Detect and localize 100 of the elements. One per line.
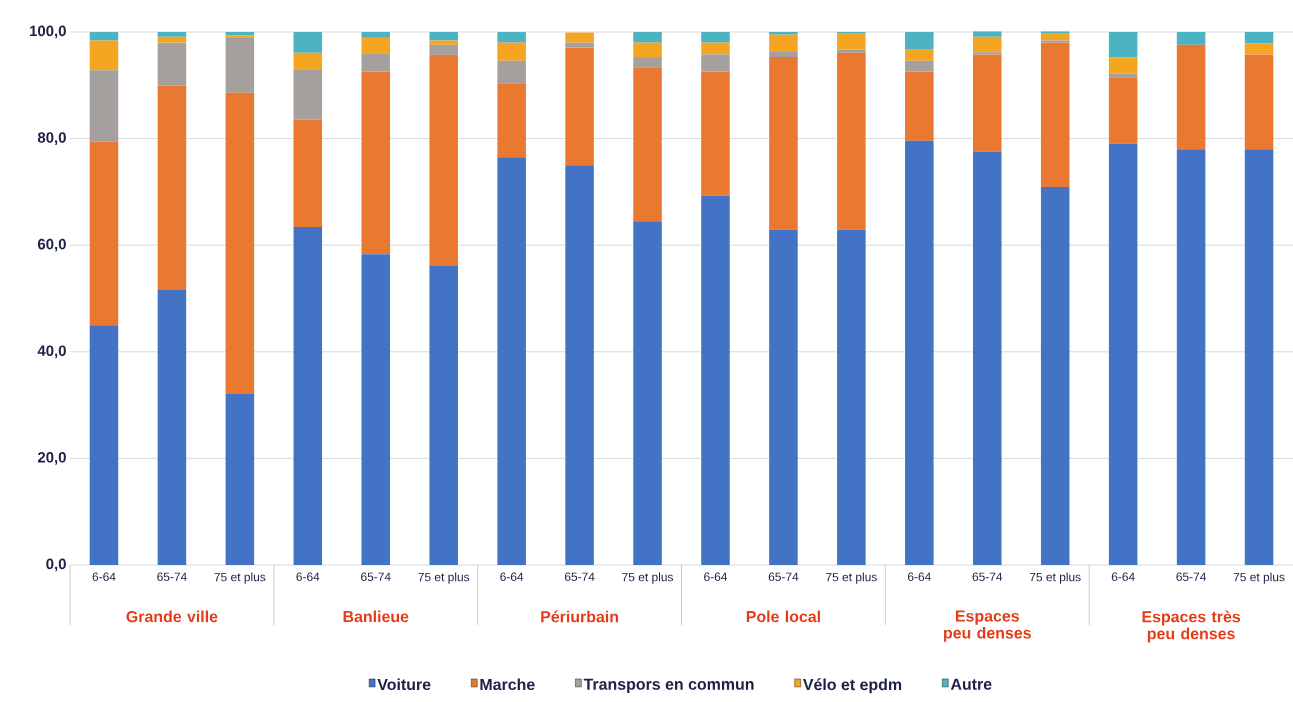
bar: [89, 141, 119, 326]
bar: [905, 49, 934, 61]
x-tick-label: 6-64: [296, 572, 320, 581]
bar: [1176, 149, 1206, 565]
y-tick-label: 0,0: [46, 558, 66, 572]
text: Espaces très peu denses: [1142, 610, 1241, 643]
bar: [225, 393, 255, 565]
bar: [769, 57, 798, 230]
x-tick-label: 6-64: [1111, 572, 1135, 581]
legend-label: Voiture: [377, 678, 431, 691]
bar: [1244, 32, 1274, 44]
x-tick-label: 65-74: [972, 572, 1003, 581]
x-tick-label: 65-74: [564, 572, 595, 581]
legend-label: Transpors en commun: [583, 678, 754, 693]
bar: [361, 37, 391, 54]
bar: [565, 165, 594, 565]
bar: [157, 289, 187, 565]
x-tick-label: 75 et plus: [1233, 572, 1285, 584]
y-tick-label: 20,0: [37, 452, 66, 465]
x-tick-label: 6-64: [92, 572, 116, 581]
bar: [837, 49, 866, 53]
bar: [1040, 33, 1070, 41]
y-tick-label: 100,0: [30, 25, 66, 39]
bar: [769, 229, 798, 565]
bar: [157, 42, 187, 86]
bar: [225, 37, 255, 93]
x-tick-label: 65-74: [768, 572, 799, 581]
bar: [89, 70, 119, 142]
text: Grande ville: [126, 610, 218, 623]
x-tick-label: 6-64: [500, 572, 524, 581]
bar: [429, 40, 458, 45]
bar: [905, 60, 934, 72]
bar: [1040, 40, 1070, 43]
bar: [429, 44, 458, 55]
bar: [89, 325, 119, 565]
bar: [1108, 57, 1138, 74]
x-tick-label: 6-64: [907, 572, 931, 581]
legend-label: Vélo et epdm: [802, 678, 902, 694]
x-tick-label: 75 et plus: [1029, 572, 1081, 584]
bar: [1108, 73, 1138, 78]
bar: [293, 69, 323, 120]
bar: [429, 54, 458, 266]
bar: [89, 40, 119, 71]
bar: [1244, 54, 1274, 150]
bar: [701, 54, 730, 72]
bar: [905, 140, 934, 565]
bar: [497, 60, 526, 84]
bar: [1244, 149, 1274, 565]
x-tick-label: 65-74: [361, 572, 391, 581]
bar: [1108, 77, 1138, 144]
bar: [972, 54, 1002, 152]
bar: [972, 36, 1002, 53]
bar: [157, 85, 187, 290]
legend-label: Marche: [480, 678, 535, 691]
bar: [565, 47, 594, 166]
bar: [361, 254, 391, 565]
bar: [157, 32, 187, 37]
y-tick-label: 60,0: [37, 238, 66, 252]
x-tick-label: 75 et plus: [826, 572, 877, 584]
bar: [429, 265, 458, 565]
text: Pole local: [746, 610, 820, 623]
bar: [905, 32, 934, 50]
text: Banlieue: [343, 610, 409, 623]
bar: [1244, 43, 1274, 55]
bar: [769, 32, 798, 35]
bar: [293, 227, 323, 565]
bar: [1040, 187, 1070, 565]
x-tick-label: 75 et plus: [622, 572, 674, 584]
y-tick-label: 80,0: [37, 132, 66, 145]
bar: [633, 32, 662, 43]
bar: [837, 52, 866, 230]
bar: [1176, 32, 1206, 45]
text: Espaces peu denses: [944, 610, 1031, 642]
bar: [293, 52, 323, 70]
bar: [1040, 42, 1070, 188]
bar: [565, 32, 594, 43]
x-tick-label: 75 et plus: [418, 572, 470, 584]
bar: [157, 36, 187, 43]
bar: [837, 33, 866, 50]
bar: [1108, 32, 1138, 58]
bar: [1108, 143, 1138, 565]
bar: [633, 57, 662, 68]
bar: [701, 32, 730, 43]
bar: [972, 31, 1002, 37]
bar: [972, 52, 1002, 55]
bar: [905, 71, 934, 141]
bar: [89, 32, 119, 41]
x-tick-label: 65-74: [1176, 572, 1207, 581]
bar: [633, 42, 662, 58]
text: Périurbain: [541, 610, 619, 623]
bar: [633, 67, 662, 222]
legend-label: Autre: [950, 678, 992, 690]
bar: [361, 71, 391, 255]
bar: [769, 34, 798, 52]
bar: [293, 119, 323, 228]
bar: [701, 71, 730, 196]
bar: [701, 42, 730, 55]
bar: [293, 32, 323, 53]
bar: [972, 151, 1002, 565]
bar: [497, 32, 526, 43]
